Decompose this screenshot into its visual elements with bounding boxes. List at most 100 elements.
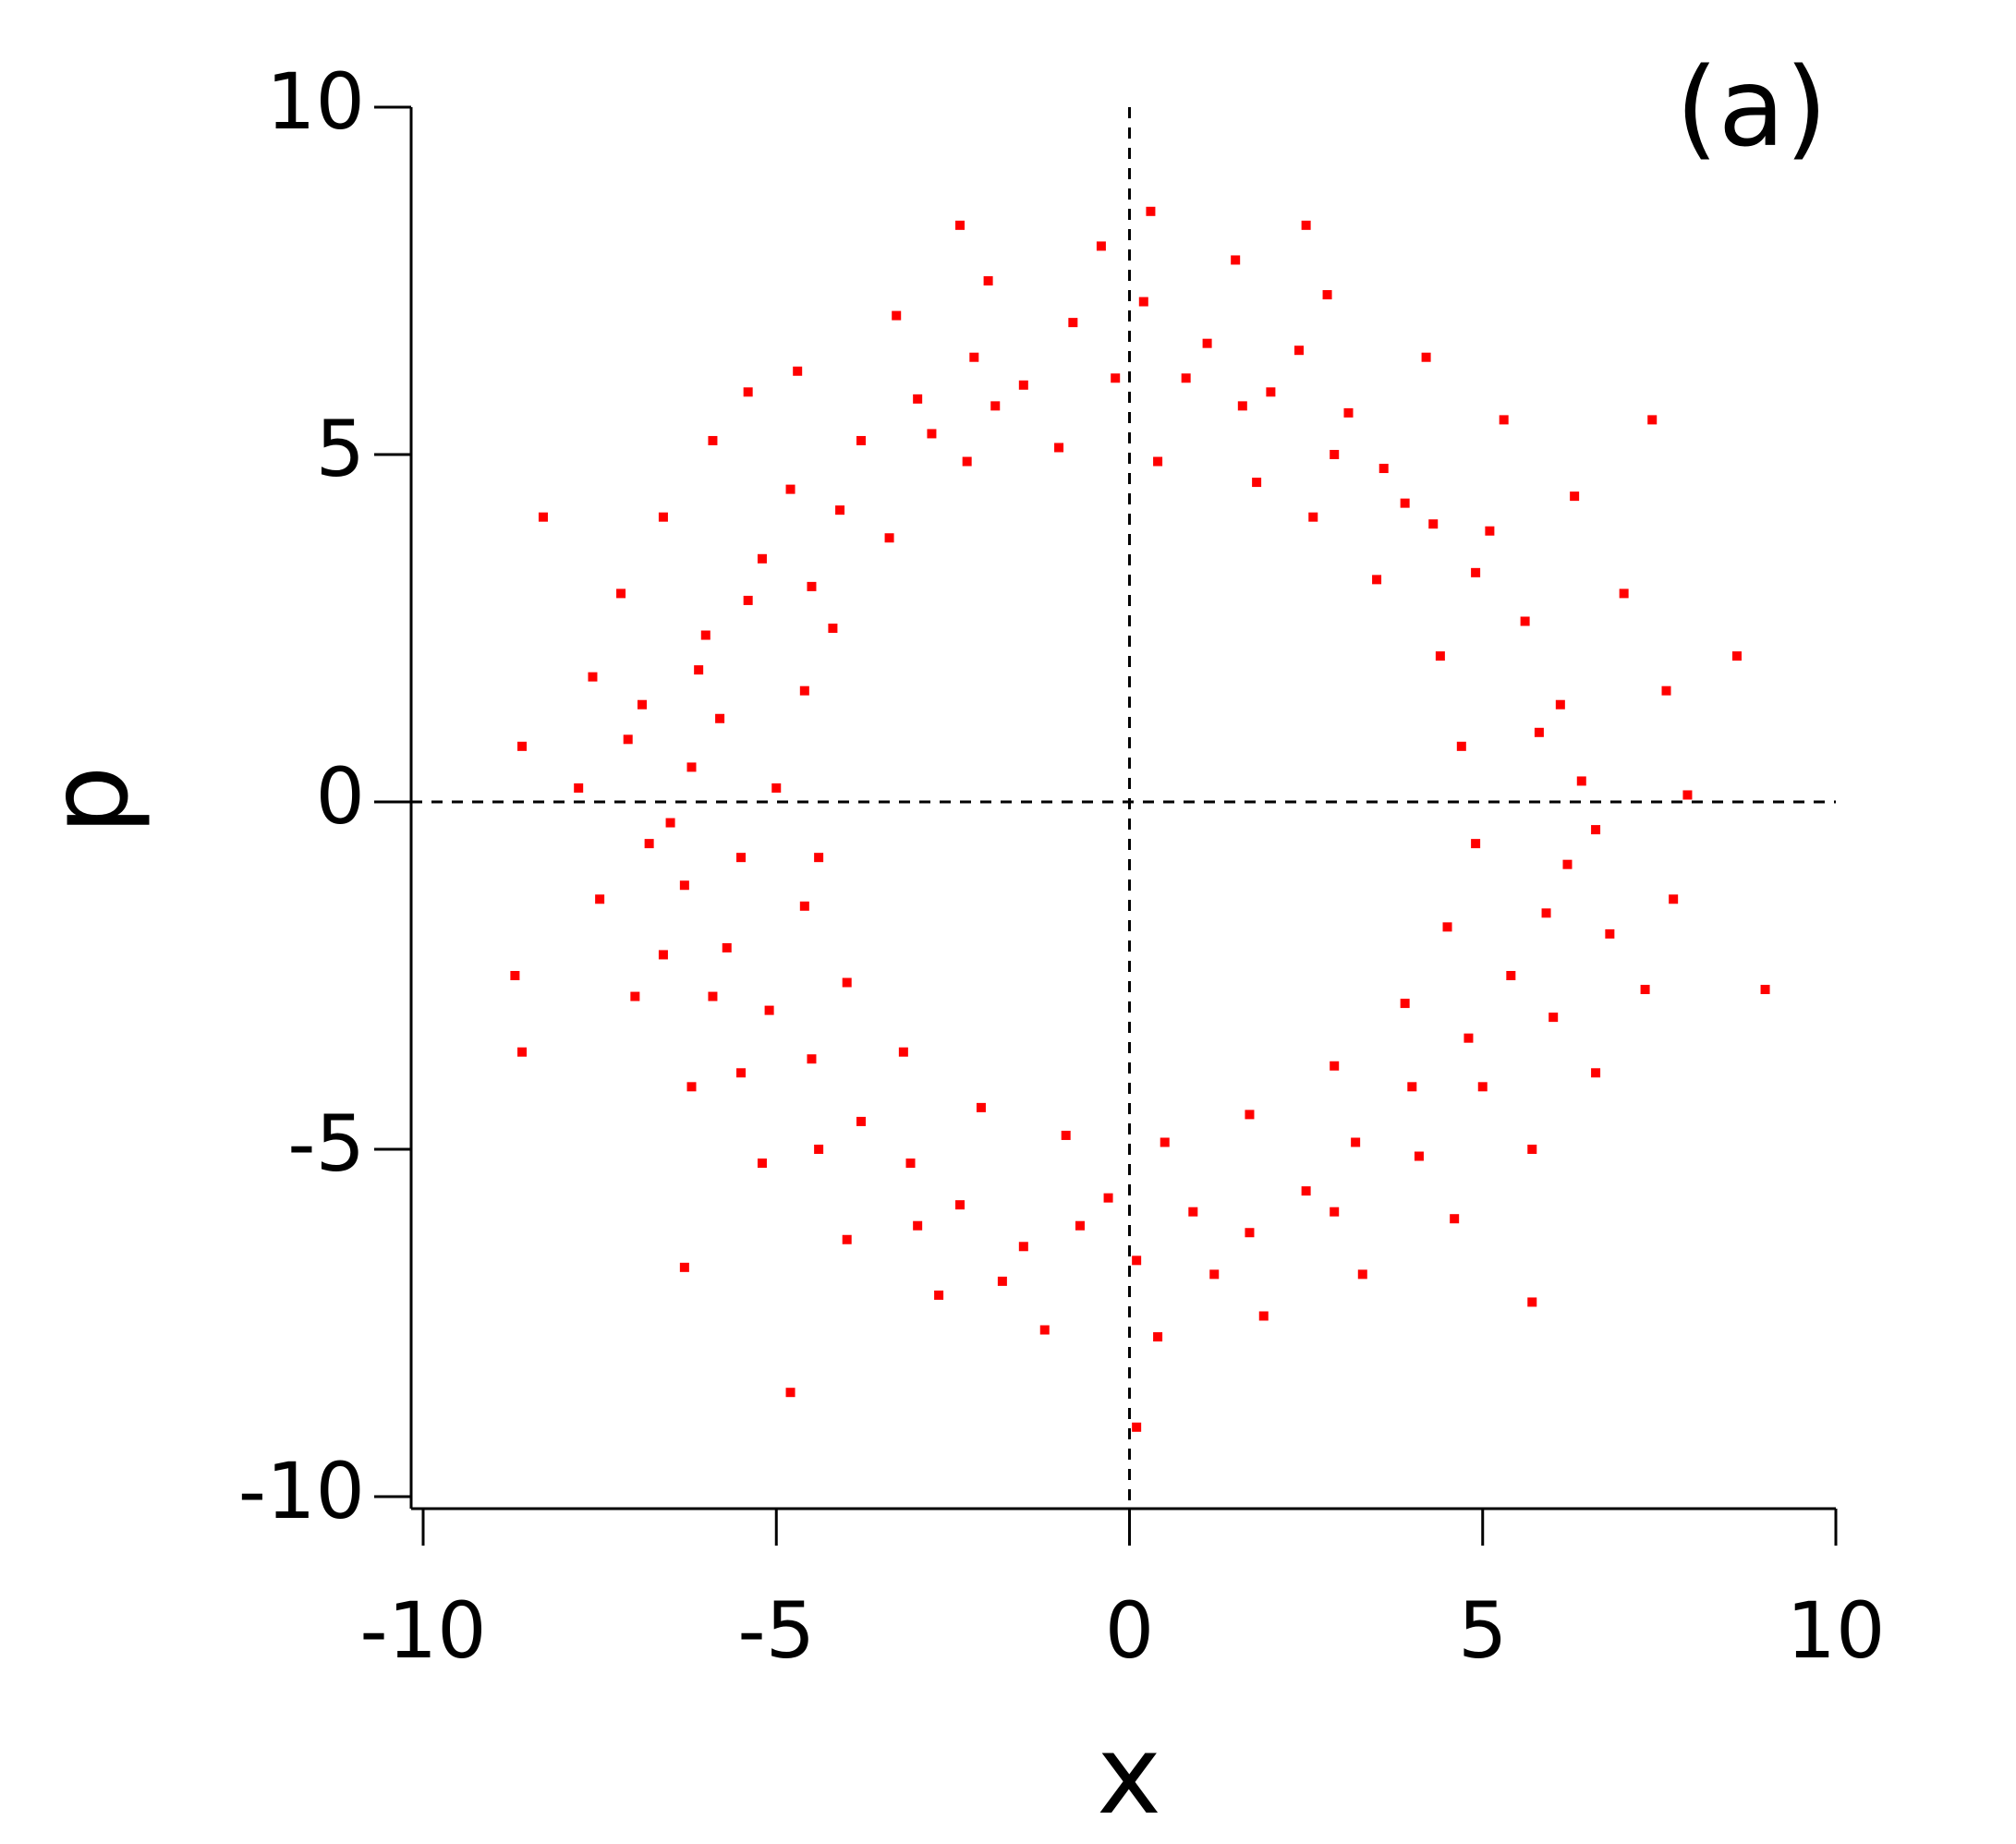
- scatter-point: [517, 1047, 528, 1057]
- scatter-point: [1018, 380, 1028, 390]
- scatter-point: [1153, 456, 1163, 467]
- scatter-point: [1301, 1186, 1311, 1196]
- scatter-point: [1731, 651, 1742, 661]
- scatter-point: [799, 901, 809, 911]
- scatter-point: [1760, 985, 1770, 995]
- scatter-point: [686, 1082, 697, 1092]
- y-axis-label: p: [25, 766, 152, 835]
- scatter-point: [969, 352, 979, 362]
- scatter-point: [1378, 464, 1389, 474]
- scatter-point: [955, 1200, 965, 1210]
- scatter-point: [1153, 1332, 1163, 1342]
- scatter-point: [1237, 401, 1247, 411]
- scatter-point: [1527, 1145, 1537, 1154]
- x-tick-label: 10: [1787, 1585, 1886, 1676]
- scatter-point: [722, 942, 732, 952]
- scatter-point: [1428, 519, 1439, 529]
- scatter-point: [736, 853, 747, 863]
- scatter-point: [1485, 526, 1495, 536]
- scatter-point: [708, 435, 718, 445]
- scatter-point: [686, 762, 697, 772]
- scatter-point: [771, 782, 782, 793]
- scatter-point: [1372, 575, 1382, 585]
- panel-label: (a): [1676, 43, 1828, 171]
- scatter-point: [679, 1262, 689, 1272]
- scatter-point: [1661, 685, 1671, 696]
- scatter-point: [1266, 387, 1276, 397]
- scatter-point: [785, 484, 795, 494]
- scatter-point: [927, 429, 937, 439]
- scatter-point: [990, 401, 1001, 411]
- scatter-point: [814, 1145, 824, 1154]
- scatter-point: [1640, 985, 1650, 995]
- scatter-point: [538, 512, 548, 522]
- scatter-point: [1258, 1311, 1269, 1321]
- scatter-point: [694, 665, 704, 675]
- scatter-point: [1471, 567, 1481, 577]
- scatter-point: [1669, 894, 1679, 904]
- scatter-point: [757, 553, 767, 564]
- scatter-point: [595, 894, 605, 904]
- y-tick-label: -10: [238, 1446, 365, 1536]
- scatter-point: [1054, 443, 1064, 453]
- scatter-point: [1132, 1422, 1142, 1432]
- scatter-point: [658, 950, 668, 960]
- scatter-point: [1308, 512, 1318, 522]
- scatter-point: [1499, 415, 1509, 425]
- scatter-point: [1245, 1228, 1255, 1238]
- scatter-point: [1343, 407, 1354, 418]
- scatter-point: [1061, 1130, 1071, 1140]
- scatter-point: [757, 1159, 767, 1169]
- scatter-point: [856, 1116, 866, 1126]
- scatter-point: [1527, 1297, 1537, 1307]
- scatter-point: [1555, 699, 1565, 710]
- scatter-point: [976, 1102, 986, 1112]
- scatter-point: [962, 456, 972, 467]
- scatter-point: [1414, 1151, 1424, 1161]
- scatter-point: [517, 741, 528, 751]
- scatter-point: [842, 977, 852, 988]
- scatter-point: [574, 782, 584, 793]
- scatter-point: [1506, 971, 1516, 980]
- x-tick-label: -10: [359, 1585, 486, 1676]
- scatter-point: [1407, 1082, 1417, 1092]
- scatter-point: [1541, 908, 1551, 918]
- scatter-point: [637, 699, 647, 710]
- scatter-point: [1647, 415, 1658, 425]
- scatter-point: [1442, 922, 1452, 932]
- scatter-point: [856, 435, 866, 445]
- scatter-point: [1562, 859, 1573, 869]
- scatter-point: [1252, 478, 1262, 488]
- scatter-point: [892, 310, 902, 321]
- scatter-point: [1534, 727, 1544, 737]
- scatter-point: [1591, 1068, 1601, 1078]
- scatter-point: [1293, 346, 1304, 356]
- scatter-point: [793, 366, 803, 376]
- scatter-point: [807, 1054, 817, 1064]
- scatter-point: [1576, 776, 1586, 786]
- scatter-point: [1039, 1325, 1050, 1335]
- scatter-point: [1096, 241, 1106, 251]
- scatter-point: [913, 394, 923, 404]
- scatter-point: [1330, 1207, 1340, 1217]
- scatter-point: [1181, 373, 1191, 383]
- scatter-point: [1138, 297, 1148, 307]
- scatter-point: [630, 991, 640, 1001]
- scatter-point: [1520, 616, 1530, 626]
- y-tick-label: 5: [316, 404, 365, 494]
- scatter-point: [1421, 352, 1431, 362]
- scatter-point: [1548, 1013, 1559, 1023]
- scatter-point: [1330, 450, 1340, 459]
- scatter-point: [814, 853, 824, 863]
- scatter-point: [658, 512, 668, 522]
- scatter-point: [743, 595, 753, 605]
- scatter-point: [1619, 588, 1629, 599]
- scatter-point: [1450, 1214, 1460, 1224]
- scatter-point: [1322, 290, 1332, 300]
- scatter-point: [1111, 373, 1121, 383]
- scatter-point: [913, 1220, 923, 1231]
- scatter-point: [1202, 338, 1212, 348]
- scatter-point: [934, 1290, 944, 1300]
- y-tick-label: -5: [287, 1098, 365, 1189]
- scatter-point: [1400, 999, 1410, 1009]
